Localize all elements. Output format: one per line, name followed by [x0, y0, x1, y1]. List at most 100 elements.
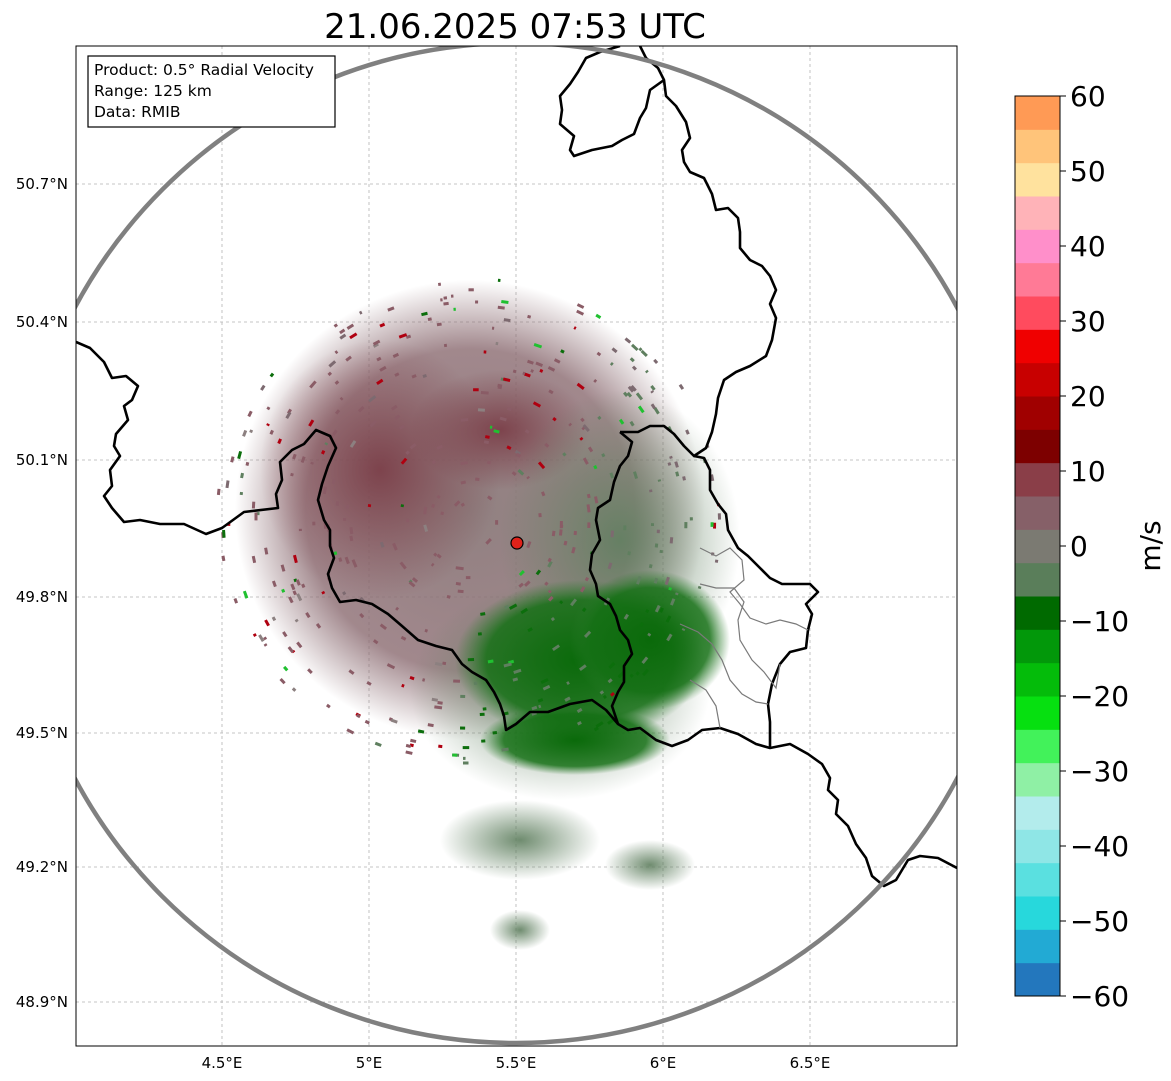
- border-luxembourg-east: [588, 431, 634, 725]
- echo-pixel: [584, 576, 589, 582]
- echo-pixel: [618, 418, 625, 425]
- echo-pixel: [424, 628, 429, 633]
- echo-pixel: [497, 305, 505, 310]
- colorbar-band: [1015, 396, 1060, 430]
- echo-pixel: [547, 366, 556, 372]
- echo-pixel: [647, 632, 652, 637]
- echo-pixel: [654, 604, 661, 613]
- colorbar-band: [1015, 296, 1060, 330]
- colorbar-tick-label: −20: [1070, 680, 1129, 713]
- echo-pixel: [659, 607, 664, 613]
- echo-pixel: [285, 411, 292, 419]
- echo-pixel: [339, 328, 346, 335]
- echo-pixel: [717, 513, 722, 520]
- echo-pixel: [645, 369, 649, 374]
- echo-pixel: [483, 440, 490, 445]
- echo-pixel: [513, 668, 522, 674]
- echo-pixel: [287, 646, 294, 654]
- colorbar-tick-label: 10: [1070, 455, 1106, 488]
- echo-pixel: [654, 543, 659, 548]
- echo-pixel: [351, 559, 358, 568]
- echo-pixel: [401, 683, 405, 688]
- echo-pixel: [653, 577, 659, 584]
- echo-pixel: [437, 701, 443, 705]
- echo-pixel: [296, 641, 303, 649]
- echo-pixel: [395, 606, 400, 611]
- echo-pixel: [399, 561, 407, 570]
- echo-pixel: [394, 414, 401, 421]
- echo-pixel: [641, 656, 649, 664]
- radar-echoes: [216, 278, 740, 950]
- echo-pixel: [292, 453, 297, 460]
- echo-pixel: [487, 659, 494, 664]
- echo-pixel: [480, 612, 486, 616]
- lat-tick-label: 49.2°N: [16, 858, 68, 876]
- echo-pixel: [501, 747, 509, 752]
- echo-pixel: [271, 580, 277, 588]
- echo-pixel: [400, 457, 408, 465]
- echo-pixel: [678, 383, 685, 390]
- colorbar-band: [1015, 129, 1060, 164]
- echo-pixel: [714, 559, 719, 563]
- echo-pixel: [357, 405, 365, 413]
- echo-pixel: [668, 587, 672, 591]
- echo-pixel: [681, 627, 686, 632]
- echo-pixel: [460, 502, 465, 507]
- echo-pixel: [697, 585, 702, 590]
- echo-pixel: [579, 586, 586, 593]
- border-belgium-luxembourg-west: [620, 46, 778, 458]
- echo-pixel: [387, 306, 395, 312]
- colorbar-ticks: 60 50 40 30 20 10 0 −10 −20 −30 −40 −50 …: [1060, 80, 1129, 1013]
- echo-pixel: [552, 644, 560, 652]
- echo-pixel: [553, 358, 561, 364]
- echo-pixel: [653, 358, 659, 365]
- echo-pixel: [497, 385, 503, 390]
- echo-pixel: [586, 504, 591, 513]
- echo-pixel: [242, 590, 249, 599]
- colorbar-tick-label: −50: [1070, 905, 1129, 938]
- colorbar-band: [1015, 229, 1060, 264]
- echo-pixel: [408, 581, 416, 588]
- echo-pixel: [239, 491, 244, 496]
- echo-pixel: [462, 746, 470, 750]
- echo-pixel: [254, 512, 258, 521]
- echo-pixel: [411, 577, 419, 583]
- echo-pixel: [489, 425, 493, 429]
- echo-pixel: [379, 365, 387, 372]
- colorbar-band: [1015, 529, 1060, 564]
- colorbar-band: [1015, 962, 1060, 997]
- echo-pixel: [610, 691, 615, 697]
- echo-pixel: [467, 658, 475, 662]
- echo-pixel: [430, 562, 435, 567]
- echo-pixel: [379, 322, 386, 328]
- echo-pixel: [518, 582, 524, 588]
- echo-pixel: [541, 491, 546, 497]
- colorbar-band: [1015, 829, 1060, 864]
- echo-pixel: [573, 326, 577, 330]
- echo-pixel: [629, 420, 635, 427]
- echo-pixel: [269, 429, 274, 435]
- echo-pixel: [623, 391, 629, 397]
- colorbar-band: [1015, 162, 1060, 197]
- colorbar-tick-label: −10: [1070, 605, 1129, 638]
- echo-pixel: [269, 372, 275, 378]
- echo-pixel: [520, 607, 528, 615]
- echo-pixel: [583, 630, 592, 638]
- echo-pixel: [659, 549, 663, 554]
- echo-pixel: [460, 726, 466, 730]
- echo-pixel: [233, 597, 239, 604]
- colorbar-band: [1015, 362, 1060, 397]
- range-ring: [76, 46, 957, 1046]
- echo-pixel: [386, 663, 396, 670]
- echo-pixel: [405, 450, 410, 455]
- echo-pixel: [586, 493, 591, 499]
- echo-pixel: [324, 442, 329, 446]
- echo-pixel: [551, 530, 556, 537]
- echo-pixel: [511, 471, 517, 477]
- echo-pixel: [514, 449, 521, 456]
- echo-pixel: [333, 323, 339, 328]
- echo-pixel: [423, 524, 429, 532]
- radar-site-marker: [510, 536, 524, 550]
- map-panel: Product: 0.5° Radial Velocity Range: 125…: [16, 45, 958, 1072]
- echo-pixel: [230, 456, 235, 463]
